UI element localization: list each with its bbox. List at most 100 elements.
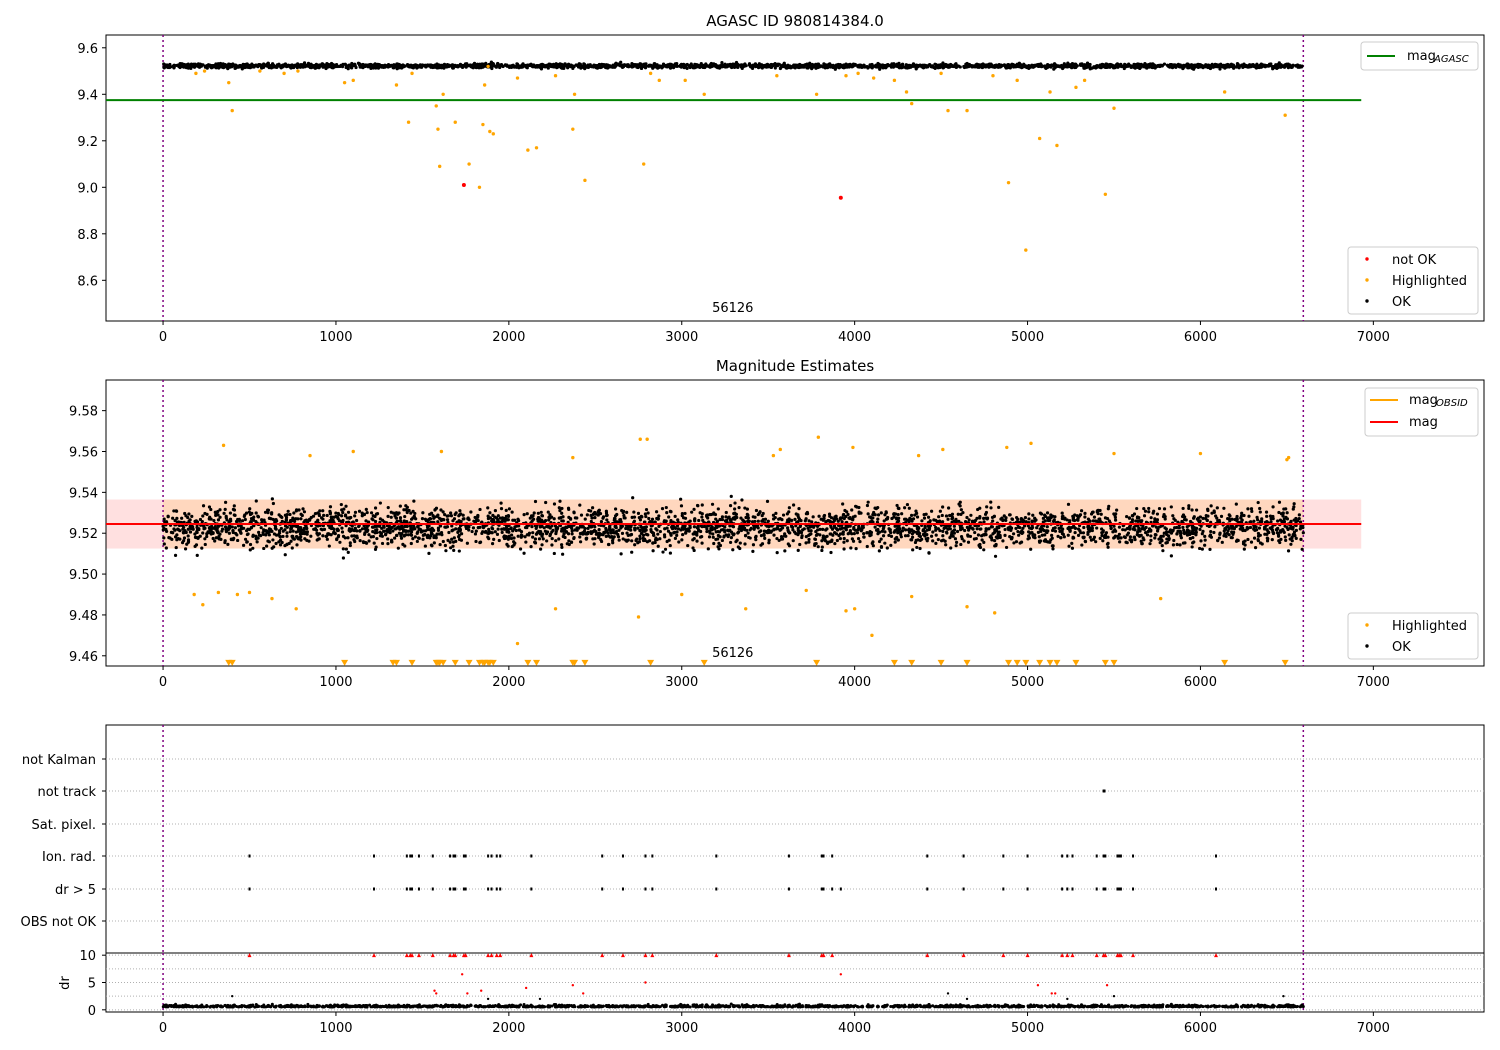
ok-point	[398, 504, 402, 508]
ok-point	[1147, 506, 1151, 511]
ok-point	[212, 64, 216, 68]
ok-point	[956, 64, 961, 68]
ok-point	[938, 509, 942, 513]
ok-point	[1270, 528, 1275, 532]
ok-point	[615, 512, 619, 517]
ok-point	[348, 541, 352, 545]
ok-point	[859, 527, 863, 531]
ok-point	[827, 62, 831, 66]
ok-point	[470, 529, 474, 534]
ok-point	[1286, 549, 1291, 553]
ok-point	[745, 528, 749, 532]
ok-point	[980, 65, 984, 70]
ok-point	[1145, 533, 1150, 537]
ok-point	[449, 511, 453, 515]
highlighted-point	[227, 80, 231, 85]
ok-point	[200, 519, 204, 524]
ok-point	[692, 507, 696, 511]
ok-point	[705, 529, 709, 534]
ok-point	[271, 65, 275, 69]
ok-point	[998, 64, 1002, 68]
ok-point	[255, 540, 259, 544]
ok-point	[168, 62, 172, 67]
ok-point	[377, 62, 381, 67]
ok-point	[1181, 506, 1185, 511]
ok-point	[1234, 502, 1238, 506]
ok-point	[978, 515, 982, 519]
ok-point	[1161, 549, 1165, 553]
ok-point	[490, 542, 495, 546]
ok-point	[274, 541, 278, 546]
ok-point	[184, 64, 188, 68]
ok-point	[186, 534, 190, 538]
ok-point	[791, 503, 796, 507]
ok-point	[566, 532, 571, 536]
ok-point	[933, 62, 937, 66]
ok-point	[899, 535, 903, 539]
ok-point	[409, 517, 414, 521]
ok-point	[622, 63, 627, 67]
ok-point	[230, 525, 234, 529]
ok-point	[427, 551, 431, 555]
ok-point	[704, 62, 708, 66]
ok-point	[733, 501, 737, 505]
ok-point	[1207, 64, 1212, 68]
ok-point	[842, 547, 846, 551]
ok-point	[655, 528, 659, 532]
legend-swatch	[1365, 299, 1369, 303]
ok-point	[463, 62, 468, 66]
ok-point	[642, 62, 647, 66]
ok-point	[1199, 539, 1203, 543]
ok-point	[1151, 62, 1155, 66]
ok-point	[1095, 526, 1099, 530]
ok-point	[797, 507, 801, 511]
ok-point	[173, 518, 177, 523]
ok-point	[579, 540, 583, 544]
ok-point	[1192, 64, 1196, 69]
ok-point	[729, 494, 733, 498]
highlighted-point	[904, 90, 909, 94]
ok-point	[513, 518, 517, 522]
ok-point	[162, 536, 166, 540]
ok-point	[457, 533, 461, 537]
ok-point	[200, 546, 204, 550]
ok-point	[1232, 527, 1237, 531]
ok-point	[1073, 518, 1077, 523]
ok-point	[871, 540, 875, 544]
ok-point	[1067, 525, 1071, 529]
ok-point	[373, 506, 378, 510]
ok-point	[1157, 506, 1162, 511]
ok-point	[1068, 63, 1073, 67]
ok-point	[632, 519, 637, 523]
ok-point	[656, 532, 660, 536]
ok-point	[679, 62, 684, 66]
ok-point	[756, 512, 760, 517]
ok-point	[834, 526, 839, 531]
ok-point	[684, 531, 688, 535]
ok-point	[663, 527, 667, 531]
chart-title: AGASC ID 980814384.0	[706, 12, 884, 30]
ok-point	[791, 539, 795, 543]
highlighted-point	[194, 71, 198, 76]
highlighted-point	[642, 162, 646, 166]
ok-point	[644, 514, 648, 519]
ok-point	[929, 64, 933, 69]
ok-point	[531, 531, 535, 535]
ok-point	[335, 537, 339, 542]
ok-point	[291, 64, 295, 69]
ok-point	[754, 64, 758, 68]
ok-point	[1199, 63, 1203, 67]
ok-point	[716, 507, 720, 511]
ok-point	[1095, 64, 1099, 68]
ok-point	[518, 547, 523, 551]
ok-point	[198, 534, 202, 538]
ok-point	[1086, 63, 1090, 67]
x-tick-label: 5000	[1011, 675, 1044, 690]
ok-point	[948, 527, 952, 531]
ok-point	[1249, 507, 1254, 511]
ok-point	[318, 63, 322, 67]
ok-point	[896, 538, 900, 542]
ok-point	[885, 546, 889, 550]
ok-point	[187, 512, 191, 516]
ok-point	[1101, 539, 1105, 543]
